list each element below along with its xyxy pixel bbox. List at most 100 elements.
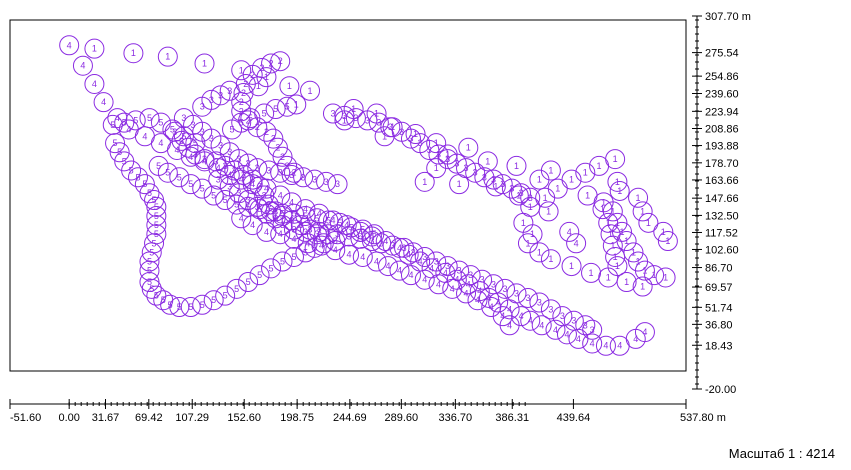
point-label: 3 (266, 165, 271, 175)
point-marker (139, 251, 160, 272)
point-label: 5 (165, 168, 170, 178)
data-point-1: 1 (157, 46, 178, 67)
point-label: 1 (546, 206, 551, 216)
point-marker (366, 251, 387, 272)
point-label: 5 (314, 213, 319, 223)
point-marker (146, 205, 167, 226)
point-marker (529, 169, 550, 190)
data-point-5: 5 (146, 285, 167, 306)
data-point-4: 4 (467, 290, 488, 311)
point-marker (109, 142, 130, 163)
point-marker (531, 315, 552, 336)
point-label: 4 (92, 79, 97, 89)
data-point-5: 5 (231, 112, 252, 133)
y-tick-label: 117.52 (705, 227, 738, 239)
point-label: 5 (147, 188, 152, 198)
data-point-3: 3 (456, 158, 477, 179)
point-label: 5 (122, 118, 127, 128)
point-marker (419, 139, 440, 160)
point-label: 1 (585, 190, 590, 200)
data-point-1: 1 (506, 155, 527, 176)
point-marker (160, 294, 181, 315)
data-point-3: 3 (582, 319, 603, 340)
data-point-5: 5 (169, 297, 190, 318)
point-marker (192, 294, 213, 315)
point-label: 3 (314, 229, 319, 239)
point-label: 5 (149, 284, 154, 294)
point-marker (655, 267, 676, 288)
y-tick-label: 86.70 (705, 263, 733, 275)
data-point-3: 3 (495, 278, 516, 299)
point-label: 3 (191, 120, 196, 130)
y-tick-label: 275.54 (705, 48, 739, 60)
point-marker (458, 137, 479, 158)
point-label: 4 (101, 97, 106, 107)
point-label: 4 (369, 231, 374, 241)
data-point-5: 5 (283, 203, 304, 224)
point-label: 5 (223, 195, 228, 205)
point-marker (201, 89, 222, 110)
data-point-3: 3 (258, 160, 279, 181)
data-point-5: 5 (125, 110, 146, 131)
point-label: 5 (262, 109, 267, 119)
point-marker (125, 110, 146, 131)
point-marker (556, 324, 577, 345)
point-marker (506, 155, 527, 176)
point-marker (247, 158, 268, 179)
point-label: 2 (250, 70, 255, 80)
point-marker (249, 265, 270, 286)
point-marker (251, 58, 272, 79)
point-label: 3 (236, 154, 241, 164)
point-marker (607, 256, 628, 277)
point-marker (607, 212, 628, 233)
point-marker (511, 183, 532, 204)
point-label: 1 (264, 72, 269, 82)
point-label: 2 (280, 152, 285, 162)
data-point-5: 5 (102, 114, 123, 135)
data-point-5: 5 (341, 217, 362, 238)
point-label: 5 (285, 102, 290, 112)
point-marker (84, 38, 105, 59)
x-tick-label: 69.42 (135, 412, 163, 424)
point-marker (414, 246, 435, 267)
data-point-3: 3 (270, 162, 291, 183)
point-label: 4 (360, 252, 365, 262)
point-label: 2 (278, 56, 283, 66)
point-label: 4 (202, 156, 207, 166)
point-marker (281, 165, 302, 186)
y-tick-label: 18.43 (705, 340, 733, 352)
point-marker (600, 224, 621, 245)
point-label: 4 (496, 297, 501, 307)
point-label: 3 (528, 193, 533, 203)
data-point-3: 3 (400, 128, 421, 149)
point-marker (316, 171, 337, 192)
point-label: 1 (485, 156, 490, 166)
y-axis: 307.70 m 275.54 254.86 239.60 223.94 208.86 19… (692, 11, 751, 396)
data-point-1: 1 (644, 265, 665, 286)
point-label: 4 (303, 204, 308, 214)
data-point-4: 4 (366, 251, 387, 272)
point-marker (258, 160, 279, 181)
data-point-5: 5 (157, 162, 178, 183)
point-label: 3 (390, 241, 395, 251)
point-label: 3 (172, 127, 177, 137)
point-label: 1 (434, 163, 439, 173)
point-label: 5 (122, 156, 127, 166)
point-label: 1 (457, 179, 462, 189)
point-label: 3 (503, 284, 508, 294)
data-point-1: 1 (279, 76, 300, 97)
point-marker (270, 51, 291, 72)
data-point-3: 3 (228, 149, 249, 170)
point-marker (231, 208, 252, 229)
data-point-3: 3 (428, 144, 449, 165)
point-marker (139, 260, 160, 281)
point-label: 5 (188, 179, 193, 189)
data-point-5: 5 (304, 237, 325, 258)
point-label: 4 (67, 40, 72, 50)
point-marker (304, 169, 325, 190)
y-tick-label: -20.00 (705, 384, 736, 396)
point-label: 5 (161, 295, 166, 305)
data-point-5: 5 (114, 112, 135, 133)
point-label: 3 (227, 181, 232, 191)
point-label: 1 (608, 229, 613, 239)
